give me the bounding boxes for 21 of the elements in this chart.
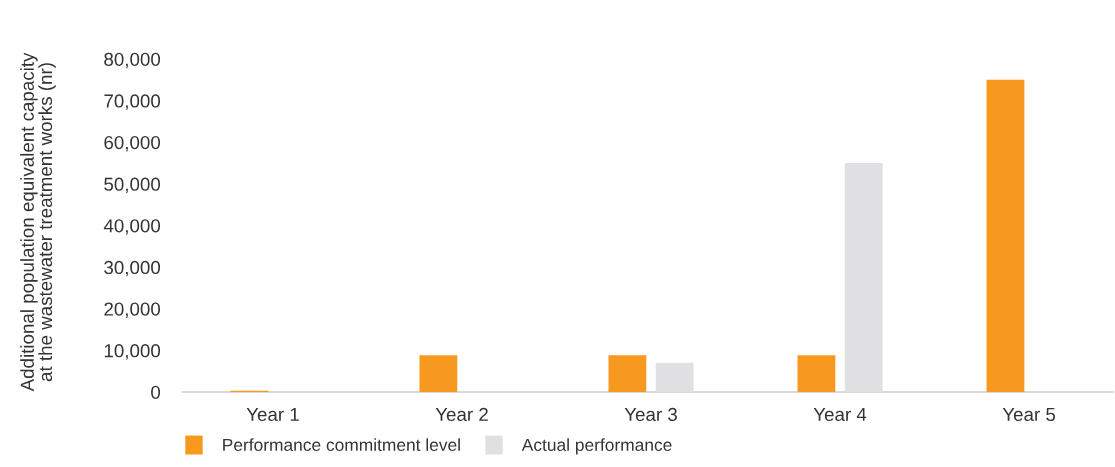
- x-tick-label: Year 2: [435, 407, 488, 422]
- y-tick-label: 50,000: [104, 177, 161, 194]
- bar: [797, 355, 836, 392]
- y-tick-label: 80,000: [104, 52, 161, 69]
- bar: [419, 355, 458, 392]
- y-tick-label: 10,000: [104, 344, 161, 360]
- x-tick-label: Year 5: [1002, 407, 1056, 422]
- bar: [608, 355, 647, 392]
- x-tick-label: Year 4: [813, 407, 867, 422]
- legend-label: Actual performance: [521, 438, 672, 455]
- y-tick-label: 70,000: [104, 94, 161, 110]
- x-tick-label: Year 1: [246, 407, 299, 422]
- legend-label: Performance commitment level: [223, 438, 460, 452]
- y-axis-title: Additional population equivalent capacity at the wastewater treatment works (nr): [20, 52, 56, 392]
- y-tick-label: 60,000: [104, 135, 161, 152]
- y-tick-label: 0: [151, 385, 161, 399]
- x-tick-label: Year 3: [624, 407, 677, 422]
- y-tick-label: 20,000: [104, 302, 161, 318]
- y-tick-label: 30,000: [104, 260, 161, 277]
- y-tick-label: 40,000: [103, 219, 161, 235]
- bar: [986, 79, 1025, 392]
